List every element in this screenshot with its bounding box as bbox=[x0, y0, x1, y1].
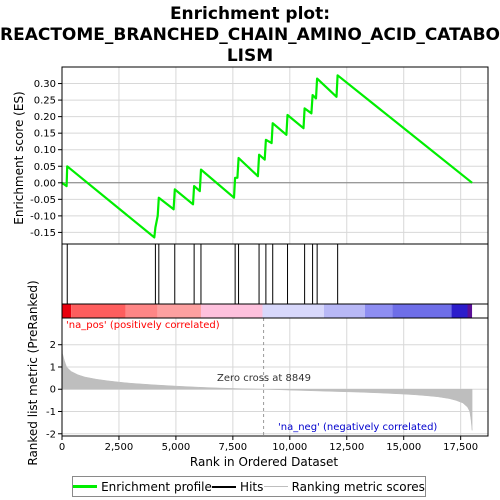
metric-xtick-label: 7,500 bbox=[219, 442, 248, 453]
heatmap-band bbox=[392, 304, 452, 318]
metric-ytick-label: -1 bbox=[46, 407, 56, 418]
heatmap-band bbox=[200, 304, 263, 318]
legend-label-enrichment-profile: Enrichment profile bbox=[101, 479, 212, 494]
zero-cross-label: Zero cross at 8849 bbox=[217, 373, 311, 384]
hits-frame bbox=[61, 243, 489, 305]
metric-xtick-label: 10,000 bbox=[272, 442, 307, 453]
es-ytick-label: 0.00 bbox=[34, 178, 56, 189]
neg-correlated-label: 'na_neg' (negatively correlated) bbox=[278, 422, 437, 433]
ranking-metric-area bbox=[61, 333, 473, 431]
metric-xlabel: Rank in Ordered Dataset bbox=[190, 455, 338, 469]
metric-panel: -2 -1 0 1 2 0 2,500 5,000 7,500 10,000 12,500 15,00… bbox=[46, 317, 489, 453]
metric-ytick-label: 0 bbox=[50, 385, 56, 396]
chart-title-line3: LISM bbox=[227, 46, 273, 66]
heatmap-band bbox=[467, 304, 473, 318]
heatmap-band bbox=[71, 304, 126, 318]
es-ytick-label: -0.10 bbox=[30, 211, 56, 222]
legend-item-ranking-metric: Ranking metric scores bbox=[263, 479, 425, 494]
metric-xtick-label: 0 bbox=[59, 442, 65, 453]
heatmap-band bbox=[451, 304, 468, 318]
legend-item-enrichment-profile: Enrichment profile bbox=[73, 480, 212, 494]
es-ytick-label: 0.05 bbox=[34, 162, 56, 173]
es-ylabel: Enrichment score (ES) bbox=[12, 91, 26, 224]
heatmap-band bbox=[364, 304, 393, 318]
pos-correlated-label: 'na_pos' (positively correlated) bbox=[66, 320, 220, 331]
metric-xtick-label: 2,500 bbox=[105, 442, 134, 453]
hits-swatch bbox=[212, 485, 237, 488]
es-panel: -0.15 -0.10 -0.05 0.00 0.05 0.10 0.15 0.20 0.25 0… bbox=[30, 66, 489, 245]
es-ytick-label: 0.15 bbox=[34, 129, 56, 140]
metric-xtick-label: 15,000 bbox=[386, 442, 421, 453]
es-plot-area bbox=[62, 67, 488, 244]
es-ytick-label: 0.25 bbox=[34, 96, 56, 107]
rank-heatmap-bar bbox=[61, 303, 489, 319]
legend-item-hits: Hits bbox=[212, 480, 263, 494]
metric-frame bbox=[61, 317, 489, 437]
legend-label-ranking-metric: Ranking metric scores bbox=[291, 479, 425, 494]
es-ytick-label: 0.30 bbox=[34, 79, 56, 90]
es-ytick-label: 0.20 bbox=[34, 112, 56, 123]
es-ytick-label: 0.10 bbox=[34, 145, 56, 156]
ranking-metric-swatch bbox=[263, 486, 288, 487]
heatmap-band bbox=[323, 304, 365, 318]
metric-xtick-label: 17,500 bbox=[443, 442, 478, 453]
heatmap-band bbox=[157, 304, 201, 318]
metric-xtick-label: 12,500 bbox=[329, 442, 364, 453]
heatmap-band bbox=[62, 304, 72, 318]
metric-ytick-label: 1 bbox=[50, 362, 56, 373]
chart-title-line1: Enrichment plot: bbox=[170, 4, 330, 24]
heatmap-band bbox=[262, 304, 324, 318]
legend-label-hits: Hits bbox=[240, 479, 264, 494]
metric-ytick-label: 2 bbox=[50, 340, 56, 351]
chart-title-line2: REACTOME_BRANCHED_CHAIN_AMINO_ACID_CATAB… bbox=[0, 25, 500, 45]
metric-ylabel: Ranked list metric (PreRanked) bbox=[26, 280, 40, 465]
heatmap-band bbox=[125, 304, 158, 318]
es-ytick-label: -0.05 bbox=[30, 195, 56, 206]
metric-plot-area bbox=[62, 318, 488, 436]
metric-xtick-label: 5,000 bbox=[162, 442, 191, 453]
legend: Enrichment profile Hits Ranking metric s… bbox=[72, 476, 426, 497]
hits-panel bbox=[61, 243, 489, 305]
es-ytick-label: -0.15 bbox=[30, 228, 56, 239]
enrichment-profile-line bbox=[61, 74, 473, 239]
enrichment-profile-swatch bbox=[73, 485, 98, 488]
metric-ytick-label: -2 bbox=[46, 429, 56, 440]
